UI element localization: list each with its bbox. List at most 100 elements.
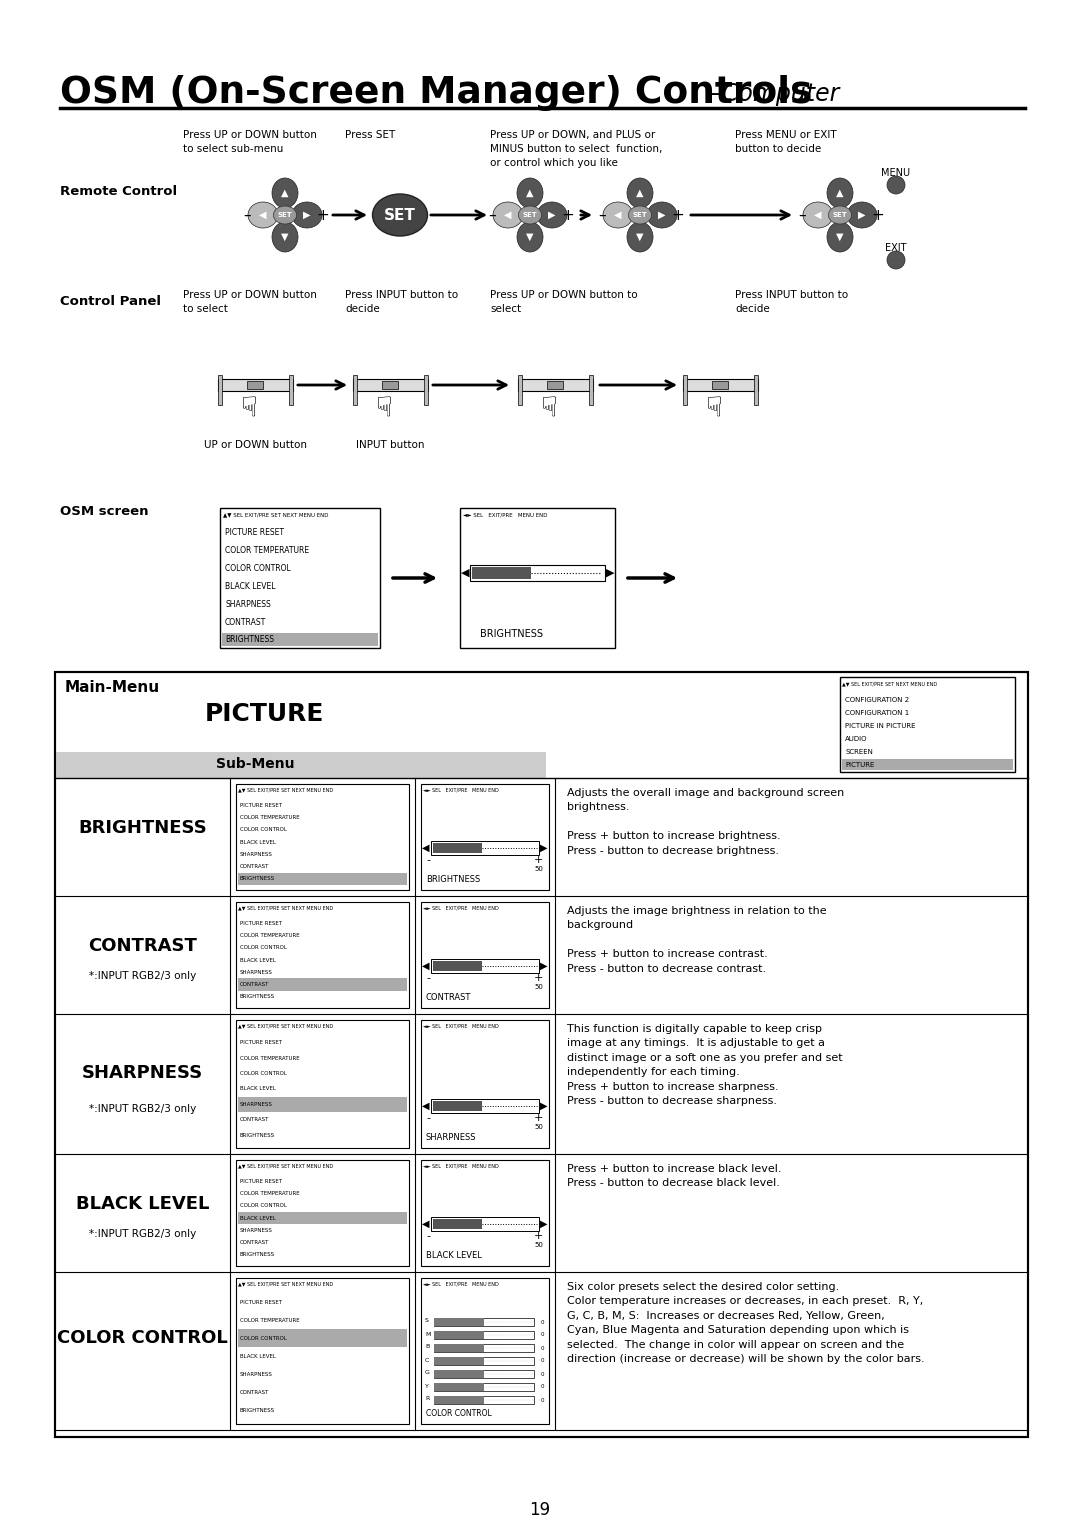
Bar [222,633,378,646]
Bar [431,1099,539,1112]
Text: COLOR TEMPERATURE: COLOR TEMPERATURE [240,1190,299,1196]
Text: +: + [672,208,685,223]
Text: CONTRAST: CONTRAST [240,1241,269,1245]
Text: CONTRAST: CONTRAST [89,937,197,955]
Bar [220,507,380,648]
Bar [434,1383,484,1390]
Text: BRIGHTNESS: BRIGHTNESS [240,1132,275,1138]
Bar [288,374,293,405]
Text: COLOR CONTROL: COLOR CONTROL [426,1409,491,1418]
Text: Six color presets select the desired color setting.
Color temperature increases : Six color presets select the desired col… [567,1282,924,1365]
Bar [433,1219,482,1229]
Text: PICTURE RESET: PICTURE RESET [240,802,282,808]
Bar [217,379,293,391]
Ellipse shape [629,206,651,225]
Text: COLOR CONTROL: COLOR CONTROL [240,946,287,950]
Text: 0: 0 [540,1372,544,1377]
Text: -: - [426,856,430,865]
Ellipse shape [518,206,541,225]
Text: +: + [534,1232,543,1241]
Text: 50: 50 [535,984,543,990]
Bar [434,1371,534,1378]
Bar [472,567,531,579]
Text: COLOR TEMPERATURE: COLOR TEMPERATURE [240,1317,299,1323]
Bar [589,374,593,405]
Text: Press INPUT button to
decide: Press INPUT button to decide [735,290,848,313]
Text: –: – [488,208,496,223]
Text: BRIGHTNESS: BRIGHTNESS [240,877,275,882]
Text: –: – [598,208,606,223]
Text: SET: SET [384,208,416,223]
Text: BRIGHTNESS: BRIGHTNESS [78,819,207,836]
Text: ▼: ▼ [836,232,843,241]
Text: ▲: ▲ [636,188,644,199]
Text: G: G [426,1371,430,1375]
Bar [683,379,757,391]
Text: Press UP or DOWN, and PLUS or
MINUS button to select  function,
or control which: Press UP or DOWN, and PLUS or MINUS butt… [490,130,662,168]
Text: SHARPNESS: SHARPNESS [240,1372,273,1377]
Text: 0: 0 [540,1332,544,1337]
Bar [382,380,399,390]
Text: S: S [426,1319,429,1323]
Text: CONTRAST: CONTRAST [240,1389,269,1395]
Bar [238,1212,407,1224]
Text: SHARPNESS: SHARPNESS [240,970,273,975]
Text: +: + [534,856,543,865]
Bar [421,1277,549,1424]
Text: BRIGHTNESS: BRIGHTNESS [225,636,274,645]
Ellipse shape [248,202,278,228]
Text: +: + [534,973,543,983]
Text: ☞: ☞ [696,394,724,420]
Text: BLACK LEVEL: BLACK LEVEL [240,1215,275,1221]
Text: Main-Menu: Main-Menu [65,680,160,695]
Text: COLOR CONTROL: COLOR CONTROL [240,827,287,833]
Text: PICTURE: PICTURE [845,762,875,769]
Bar [434,1397,484,1404]
Text: ◀: ◀ [259,209,267,220]
Ellipse shape [373,194,428,235]
Ellipse shape [273,206,297,225]
Text: COLOR TEMPERATURE: COLOR TEMPERATURE [240,934,299,938]
Text: ☞: ☞ [366,394,394,420]
Text: PICTURE RESET: PICTURE RESET [225,527,284,536]
Ellipse shape [537,202,567,228]
Text: BLACK LEVEL: BLACK LEVEL [240,1086,275,1091]
Text: R: R [426,1397,429,1401]
Text: –Computer: –Computer [710,83,839,105]
Bar [237,1021,409,1148]
Bar [238,978,407,990]
Text: -: - [426,1112,430,1123]
Text: ▲▼ SEL EXIT/PRE SET NEXT MENU END: ▲▼ SEL EXIT/PRE SET NEXT MENU END [238,906,333,911]
Ellipse shape [517,177,543,208]
Bar [712,380,728,390]
Text: ◄► SEL   EXIT/PRE   MENU END: ◄► SEL EXIT/PRE MENU END [423,787,499,793]
Text: ◀: ◀ [461,568,469,578]
Text: Press + button to increase black level.
Press - button to decrease black level.: Press + button to increase black level. … [567,1164,782,1189]
Bar [517,374,522,405]
Text: ▶: ▶ [540,1102,548,1111]
Text: ▶: ▶ [540,843,548,853]
Bar [238,872,407,885]
Bar [352,379,428,391]
Text: OSM screen: OSM screen [60,504,149,518]
Text: ☞: ☞ [231,394,259,420]
Bar [470,565,605,581]
Text: BRIGHTNESS: BRIGHTNESS [240,1407,275,1412]
Bar [434,1397,534,1404]
Bar [434,1383,534,1390]
Text: PICTURE: PICTURE [205,701,324,726]
Text: ▲▼ SEL EXIT/PRE SET NEXT MENU END: ▲▼ SEL EXIT/PRE SET NEXT MENU END [238,1282,333,1287]
Text: BRIGHTNESS: BRIGHTNESS [240,995,275,999]
Text: B: B [426,1345,429,1349]
Bar [237,1277,409,1424]
Text: ▶: ▶ [549,209,556,220]
Text: M: M [426,1331,430,1337]
Ellipse shape [827,177,853,208]
Text: SET: SET [278,212,293,219]
Text: ▶: ▶ [540,1219,548,1229]
Text: SHARPNESS: SHARPNESS [240,1229,273,1233]
Text: -: - [426,973,430,983]
Bar [237,902,409,1008]
Text: ▲▼ SEL EXIT/PRE SET NEXT MENU END: ▲▼ SEL EXIT/PRE SET NEXT MENU END [842,681,937,686]
Text: ☞: ☞ [531,394,559,420]
